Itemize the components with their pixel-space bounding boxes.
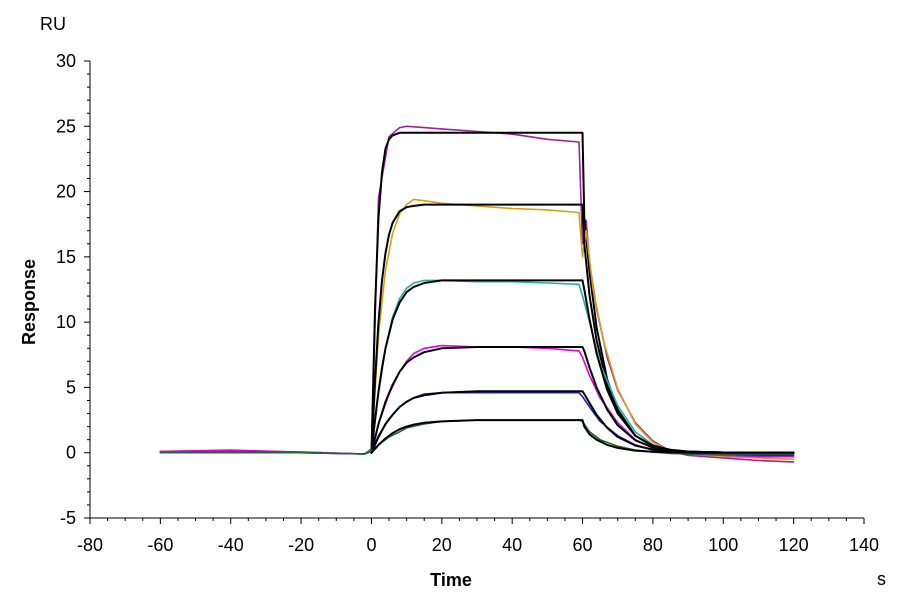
x-tick-label: 100 [708, 535, 738, 555]
y-tick-label: 10 [56, 312, 76, 332]
y-unit-label: RU [40, 14, 66, 34]
series-line-1-measured [159, 125, 795, 463]
x-tick-label: -80 [77, 535, 103, 555]
x-unit-label: s [877, 569, 886, 589]
x-tick-label: 120 [779, 535, 809, 555]
x-tick-label: 60 [573, 535, 593, 555]
series-line-11-measured [159, 419, 795, 455]
series-line-2-fit [370, 131, 795, 454]
series-line-6-fit [370, 279, 795, 454]
x-axis-title: Time [430, 570, 472, 590]
y-tick-label: 0 [66, 443, 76, 463]
y-tick-label: 15 [56, 247, 76, 267]
x-tick-label: 80 [643, 535, 663, 555]
x-tick-label: 0 [366, 535, 376, 555]
series-line-5-measured [159, 279, 795, 458]
y-axis-title: Response [19, 259, 39, 345]
series-line-7-measured [159, 344, 795, 458]
x-tick-label: -40 [218, 535, 244, 555]
x-tick-label: 40 [502, 535, 522, 555]
x-tick-label: -60 [147, 535, 173, 555]
series-layer [159, 125, 795, 463]
x-tick-label: 20 [432, 535, 452, 555]
series-line-12-fit [370, 419, 795, 454]
x-tick-label: -20 [288, 535, 314, 555]
series-line-8-fit [370, 346, 795, 454]
y-tick-label: 5 [66, 377, 76, 397]
y-tick-label: 25 [56, 116, 76, 136]
x-tick-label: 140 [849, 535, 879, 555]
y-tick-label: -5 [60, 508, 76, 528]
series-line-9-measured [159, 391, 795, 457]
y-tick-label: 20 [56, 182, 76, 202]
y-tick-label: 30 [56, 51, 76, 71]
axes: -5 0 5 10 15 20 25 30 -80 -60 -40 -20 0 20 40 60 80 100 12… [56, 51, 879, 555]
